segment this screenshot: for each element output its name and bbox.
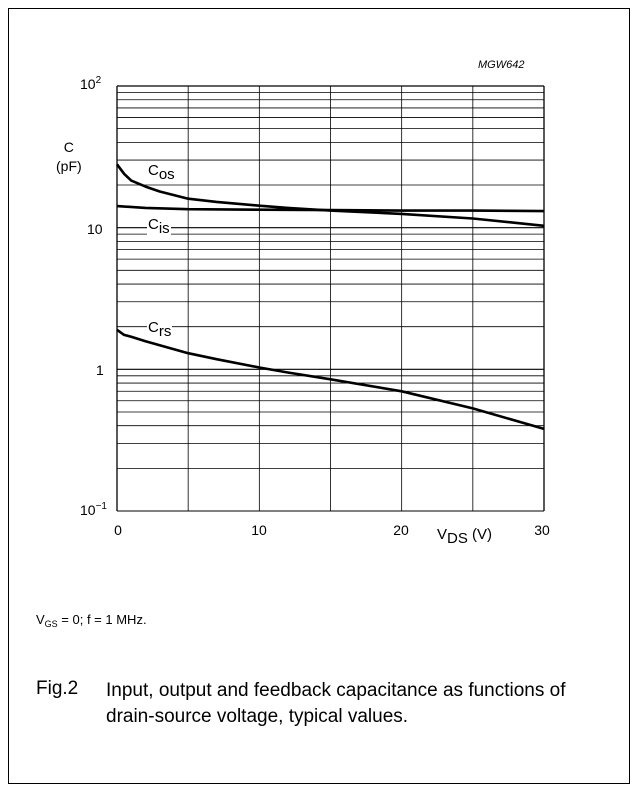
y-axis-label-unit: (pF) (56, 158, 82, 174)
chart-grid (116, 85, 545, 512)
series-line-cos (115, 163, 545, 228)
curve-label-cis: Cis (147, 216, 171, 237)
y-tick-label: 102 (80, 75, 102, 92)
x-tick-label: 0 (114, 522, 122, 538)
y-tick-label: 10 (87, 221, 103, 237)
figure-number: Fig.2 (36, 678, 79, 699)
x-tick-label: 20 (393, 522, 409, 538)
chart-curves (115, 163, 545, 431)
x-tick-label: 30 (534, 522, 550, 538)
series-line-crs (116, 328, 545, 431)
figure-caption: Input, output and feedback capacitance a… (106, 680, 566, 727)
x-tick-label: 10 (251, 522, 267, 538)
y-axis-label-symbol: C (63, 139, 74, 155)
chart-code: MGW642 (478, 59, 525, 71)
test-conditions: VGS = 0; f = 1 MHz. (36, 612, 147, 629)
series-line-cis (116, 204, 545, 213)
figure-frame (8, 8, 630, 784)
curve-label-cos: Cos (147, 162, 176, 183)
y-tick-label: 10−1 (80, 501, 107, 518)
x-axis-label: VDS (V) (437, 526, 493, 547)
y-axis-label: C (pF) (56, 138, 82, 176)
y-tick-label: 1 (96, 362, 104, 378)
curve-label-crs: Crs (147, 319, 173, 340)
